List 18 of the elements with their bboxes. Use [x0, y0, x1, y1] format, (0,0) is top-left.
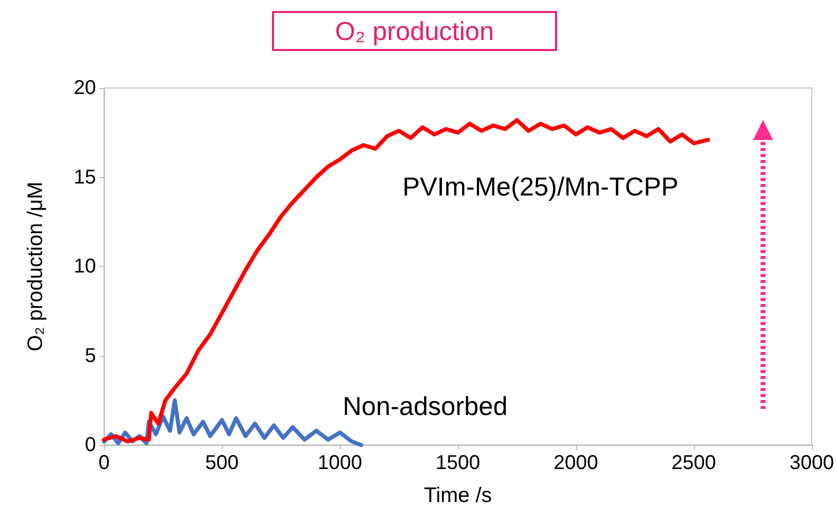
y-tick-label: 0 — [84, 434, 96, 456]
y-tick-label: 10 — [74, 256, 96, 278]
x-tick-label: 1500 — [436, 452, 480, 474]
y-axis-title: O₂ production /μM — [24, 182, 47, 352]
chart-title: O₂ production — [335, 16, 494, 46]
x-tick-label: 2500 — [672, 452, 716, 474]
line-series — [102, 118, 710, 444]
x-tick-label: 500 — [205, 452, 239, 474]
y-tick-label: 5 — [84, 344, 96, 367]
series-label: PVIm-Me(25)/Mn-TCPP — [402, 172, 678, 202]
x-tick-label: 3000 — [790, 452, 834, 474]
y-tick-label: 15 — [74, 166, 96, 188]
x-tick-label: 2000 — [554, 452, 598, 474]
x-tick-label: 1000 — [318, 452, 362, 474]
series-label: Non-adsorbed — [342, 391, 508, 421]
y-tick-label: 20 — [74, 77, 96, 99]
x-axis-title: Time /s — [424, 484, 492, 507]
x-tick-label: 0 — [98, 452, 110, 474]
